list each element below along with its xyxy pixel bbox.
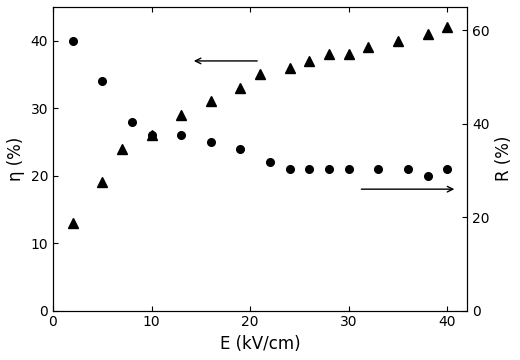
X-axis label: E (kV/cm): E (kV/cm) <box>219 335 301 353</box>
Y-axis label: η (%): η (%) <box>7 137 25 181</box>
Y-axis label: R (%): R (%) <box>495 136 513 181</box>
